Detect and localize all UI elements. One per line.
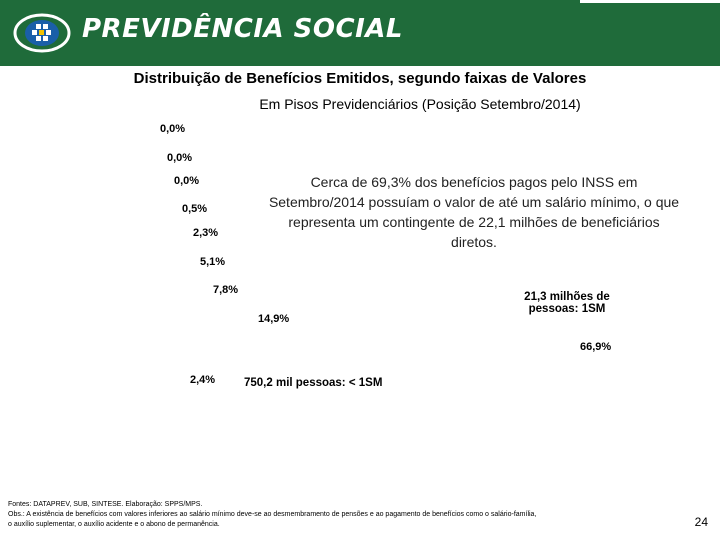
page-number: 24 bbox=[694, 515, 708, 529]
data-label-1: 0,0% bbox=[160, 123, 186, 135]
data-label-6: 5,1% bbox=[200, 256, 226, 268]
footer-notes: Fontes: DATAPREV, SUB, SINTESE. Elaboraç… bbox=[8, 500, 698, 530]
footer-obs-line1: Obs.: A existência de benefícios com val… bbox=[8, 511, 537, 518]
data-label-5: 2,3% bbox=[193, 227, 219, 239]
chart-title: Distribuição de Benefícios Emitidos, seg… bbox=[133, 70, 587, 87]
header-top-line bbox=[580, 0, 720, 3]
data-label-4: 0,5% bbox=[182, 203, 208, 215]
footer-sources: Fontes: DATAPREV, SUB, SINTESE. Elaboraç… bbox=[8, 501, 203, 508]
header-bar: PREVIDÊNCIA SOCIAL bbox=[0, 0, 720, 66]
brand-title: PREVIDÊNCIA SOCIAL bbox=[82, 14, 403, 44]
data-label-7: 7,8% bbox=[213, 284, 239, 296]
chart-subtitle: Em Pisos Previdenciários (Posição Setemb… bbox=[259, 96, 581, 112]
data-label-3: 0,0% bbox=[174, 175, 200, 187]
data-label-8: 14,9% bbox=[258, 313, 290, 325]
previdencia-logo-icon bbox=[13, 13, 71, 53]
chart-note: Cerca de 69,3% dos benefícios pagos pelo… bbox=[268, 174, 680, 250]
data-label-10: 2,4% bbox=[190, 374, 216, 386]
data-label-2: 0,0% bbox=[167, 152, 193, 164]
annotation-below-sm: 750,2 mil pessoas: < 1SM bbox=[244, 377, 383, 389]
annotation-one-sm: 21,3 milhões de pessoas: 1SM bbox=[524, 291, 610, 315]
footer-obs-line2: o auxílio suplementar, o auxílio acident… bbox=[8, 521, 220, 528]
data-label-9: 66,9% bbox=[580, 341, 612, 353]
